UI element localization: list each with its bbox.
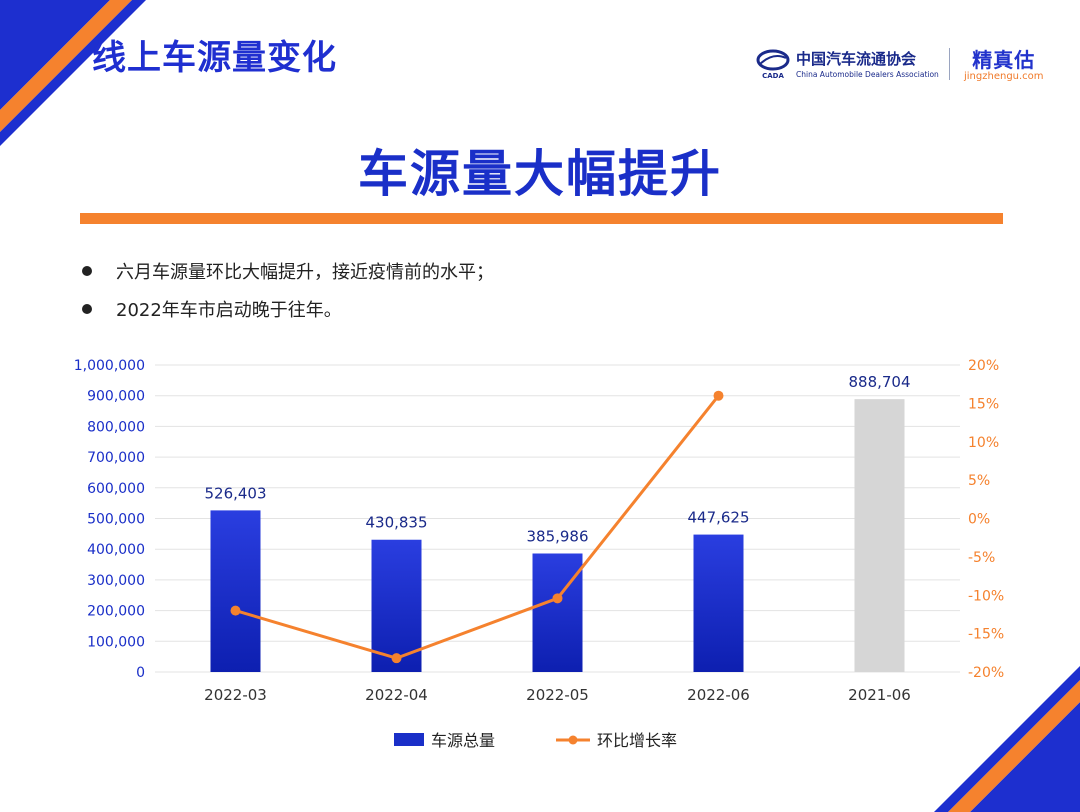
growth-point [391, 653, 402, 664]
bullet-dot-icon [82, 304, 92, 314]
legend: 车源总量 环比增长率 [394, 731, 677, 750]
bar [371, 539, 422, 672]
jzg-logo: 精真估 jingzhengu.com [964, 44, 1044, 82]
legend-line-marker [568, 735, 578, 745]
left-tick-label: 800,000 [87, 419, 145, 435]
bar-series [210, 399, 905, 672]
right-axis: -20% -15% -10% -5% 0% 5% 10% 15% 20% [968, 358, 1004, 681]
growth-point [713, 390, 724, 401]
left-tick-label: 200,000 [87, 604, 145, 620]
bullet-item: 2022年车市启动晚于往年。 [82, 290, 494, 328]
left-tick-label: 300,000 [87, 573, 145, 589]
bar-value-label: 385,986 [526, 528, 588, 546]
bar-value-label: 888,704 [848, 373, 910, 391]
left-axis: 0 100,000 200,000 300,000 400,000 500,000 600,… [74, 358, 145, 681]
x-tick-label: 2022-04 [365, 686, 428, 704]
left-tick-label: 500,000 [87, 512, 145, 528]
bar [854, 399, 905, 672]
right-tick-label: 5% [968, 473, 990, 489]
left-tick-label: 1,000,000 [74, 358, 145, 374]
right-tick-label: 0% [968, 512, 990, 528]
cada-name-en: China Automobile Dealers Association [796, 69, 939, 79]
right-tick-label: 10% [968, 435, 999, 451]
jzg-name-cn: 精真估 [972, 48, 1036, 72]
right-tick-label: 15% [968, 396, 999, 412]
bullet-item: 六月车源量环比大幅提升，接近疫情前的水平； [82, 252, 494, 290]
left-tick-label: 900,000 [87, 389, 145, 405]
headline-underline [80, 213, 1003, 224]
cada-emblem-icon: CADA [756, 49, 790, 80]
slide-title: 线上车源量变化 [92, 38, 337, 78]
bar-value-label: 447,625 [687, 509, 749, 527]
right-tick-label: -10% [968, 588, 1004, 604]
bullet-list: 六月车源量环比大幅提升，接近疫情前的水平； 2022年车市启动晚于往年。 [82, 252, 494, 328]
growth-point [230, 605, 241, 616]
legend-bar-swatch [394, 733, 424, 746]
cada-emblem-text: CADA [762, 72, 784, 80]
right-tick-label: -5% [968, 550, 995, 566]
jzg-url: jingzhengu.com [964, 71, 1044, 82]
bar-data-labels: 526,403 430,835 385,986 447,625 888,704 [204, 373, 910, 545]
bullet-dot-icon [82, 266, 92, 276]
legend-line-label: 环比增长率 [597, 731, 677, 750]
bar-value-label: 526,403 [204, 484, 266, 502]
growth-line [235, 394, 720, 660]
right-tick-label: -20% [968, 665, 1004, 681]
bar [532, 553, 583, 672]
left-tick-label: 600,000 [87, 481, 145, 497]
cada-logo: CADA 中国汽车流通协会 China Automobile Dealers A… [756, 46, 939, 80]
left-tick-label: 400,000 [87, 542, 145, 558]
left-tick-label: 0 [136, 665, 145, 681]
growth-point [552, 593, 563, 604]
right-tick-label: 20% [968, 358, 999, 374]
logo-divider [949, 48, 950, 80]
legend-bar-label: 车源总量 [431, 731, 495, 750]
left-tick-label: 700,000 [87, 450, 145, 466]
right-tick-label: -15% [968, 627, 1004, 643]
x-tick-label: 2021-06 [848, 686, 911, 704]
bar [693, 534, 744, 672]
left-tick-label: 100,000 [87, 634, 145, 650]
bar-value-label: 430,835 [365, 514, 427, 532]
cada-name-cn: 中国汽车流通协会 [796, 49, 917, 68]
x-tick-label: 2022-06 [687, 686, 750, 704]
bar [210, 510, 261, 672]
line-series [230, 390, 724, 664]
bullet-text: 2022年车市启动晚于往年。 [116, 300, 342, 321]
x-axis: 2022-03 2022-04 2022-05 2022-06 2021-06 [204, 686, 911, 704]
bullet-text: 六月车源量环比大幅提升，接近疫情前的水平； [116, 262, 494, 283]
headline: 车源量大幅提升 [358, 145, 722, 203]
x-tick-label: 2022-05 [526, 686, 589, 704]
x-tick-label: 2022-03 [204, 686, 267, 704]
